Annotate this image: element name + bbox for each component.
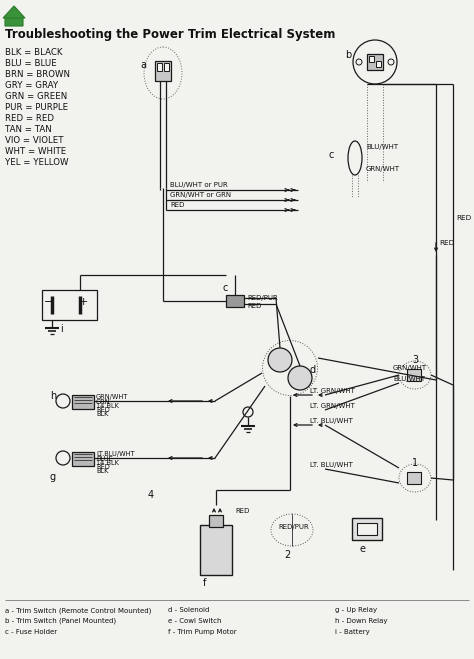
Text: f: f (203, 578, 206, 588)
Text: BLU/WHT: BLU/WHT (366, 144, 398, 150)
Bar (352, 518, 382, 540)
Ellipse shape (144, 47, 182, 99)
Text: RED/PUR: RED/PUR (278, 524, 309, 530)
Text: BLUE: BLUE (96, 456, 113, 462)
Text: BRN = BROWN: BRN = BROWN (5, 70, 70, 79)
Text: GRN/WHT: GRN/WHT (96, 394, 128, 400)
Text: VIO = VIOLET: VIO = VIOLET (5, 136, 64, 145)
Text: TAN = TAN: TAN = TAN (5, 125, 52, 134)
Text: BLK: BLK (96, 468, 109, 474)
Bar (72, 452, 94, 466)
Text: GRN/WHT or GRN: GRN/WHT or GRN (170, 192, 231, 198)
Ellipse shape (399, 361, 431, 389)
Text: LT. BLU/WHT: LT. BLU/WHT (310, 462, 353, 468)
Text: RED: RED (456, 215, 471, 221)
Text: GRN: GRN (96, 399, 110, 405)
Text: h: h (50, 391, 56, 401)
Ellipse shape (263, 341, 318, 395)
Text: RED: RED (247, 303, 261, 309)
Text: c: c (223, 283, 228, 293)
Text: LT. BLU/WHT: LT. BLU/WHT (310, 418, 353, 424)
Text: GRN = GREEN: GRN = GREEN (5, 92, 67, 101)
Text: GRN/WHT: GRN/WHT (393, 365, 427, 371)
Text: e - Cowl Switch: e - Cowl Switch (168, 618, 221, 624)
Text: c: c (329, 150, 334, 160)
Ellipse shape (348, 141, 362, 175)
Text: RED: RED (96, 464, 110, 470)
Bar (226, 295, 244, 307)
Text: BLU/WHT: BLU/WHT (393, 376, 425, 382)
Text: BLK: BLK (96, 411, 109, 417)
Text: PUR = PURPLE: PUR = PURPLE (5, 103, 68, 112)
Text: 14 BLK: 14 BLK (96, 460, 119, 466)
Text: c - Fuse Holder: c - Fuse Holder (5, 629, 57, 635)
Text: g: g (50, 472, 56, 482)
Bar (155, 61, 171, 81)
Text: −: − (44, 297, 54, 307)
Text: RED: RED (439, 240, 454, 246)
Text: d - Solenoid: d - Solenoid (168, 607, 210, 613)
Circle shape (356, 59, 362, 65)
Bar (376, 61, 381, 67)
Text: d: d (310, 365, 316, 375)
Text: a - Trim Switch (Remote Control Mounted): a - Trim Switch (Remote Control Mounted) (5, 607, 151, 614)
Circle shape (388, 59, 394, 65)
Text: GRY = GRAY: GRY = GRAY (5, 81, 58, 90)
Text: b - Trim Switch (Panel Mounted): b - Trim Switch (Panel Mounted) (5, 618, 116, 625)
Bar (209, 515, 223, 527)
Bar (42, 290, 97, 320)
Text: e: e (360, 544, 366, 554)
Polygon shape (5, 9, 23, 26)
Bar (72, 395, 94, 409)
Text: 4: 4 (148, 490, 154, 500)
Circle shape (56, 451, 70, 465)
Bar (157, 63, 162, 71)
Text: 2: 2 (284, 550, 290, 560)
Text: +: + (78, 297, 88, 307)
Text: f - Trim Pump Motor: f - Trim Pump Motor (168, 629, 237, 635)
Text: LT. GRN/WHT: LT. GRN/WHT (310, 403, 355, 409)
Text: BLK = BLACK: BLK = BLACK (5, 48, 63, 57)
Bar (407, 369, 421, 381)
Bar (407, 472, 421, 484)
Bar (200, 525, 232, 575)
Text: i - Battery: i - Battery (335, 629, 370, 635)
Bar (369, 56, 374, 62)
Circle shape (243, 407, 253, 417)
Text: b: b (345, 50, 351, 60)
Text: GRN/WHT: GRN/WHT (366, 166, 400, 172)
Text: LT.BLU/WHT: LT.BLU/WHT (96, 451, 135, 457)
Bar (367, 54, 383, 70)
Text: h - Down Relay: h - Down Relay (335, 618, 388, 624)
Circle shape (268, 348, 292, 372)
Bar (357, 523, 377, 535)
Text: 14 BLK: 14 BLK (96, 403, 119, 409)
Text: YEL = YELLOW: YEL = YELLOW (5, 158, 69, 167)
Text: a: a (140, 60, 146, 70)
Text: BLU/WHT or PUR: BLU/WHT or PUR (170, 182, 228, 188)
Text: 3: 3 (412, 355, 418, 365)
Polygon shape (3, 6, 25, 18)
Text: RED/PUR: RED/PUR (247, 295, 278, 301)
Text: LT. GRN/WHT: LT. GRN/WHT (310, 388, 355, 394)
Text: 1: 1 (412, 458, 418, 468)
Text: RED: RED (96, 407, 110, 413)
Ellipse shape (271, 514, 313, 546)
Text: i: i (60, 324, 63, 334)
Text: g - Up Relay: g - Up Relay (335, 607, 377, 613)
Text: Troubleshooting the Power Trim Electrical System: Troubleshooting the Power Trim Electrica… (5, 28, 336, 41)
Text: BLU = BLUE: BLU = BLUE (5, 59, 57, 68)
Text: WHT = WHITE: WHT = WHITE (5, 147, 66, 156)
Text: RED: RED (170, 202, 184, 208)
Circle shape (353, 40, 397, 84)
Bar (164, 63, 169, 71)
Text: RED = RED: RED = RED (5, 114, 54, 123)
Circle shape (288, 366, 312, 390)
Circle shape (56, 394, 70, 408)
Ellipse shape (399, 464, 431, 492)
Text: RED: RED (235, 508, 249, 514)
